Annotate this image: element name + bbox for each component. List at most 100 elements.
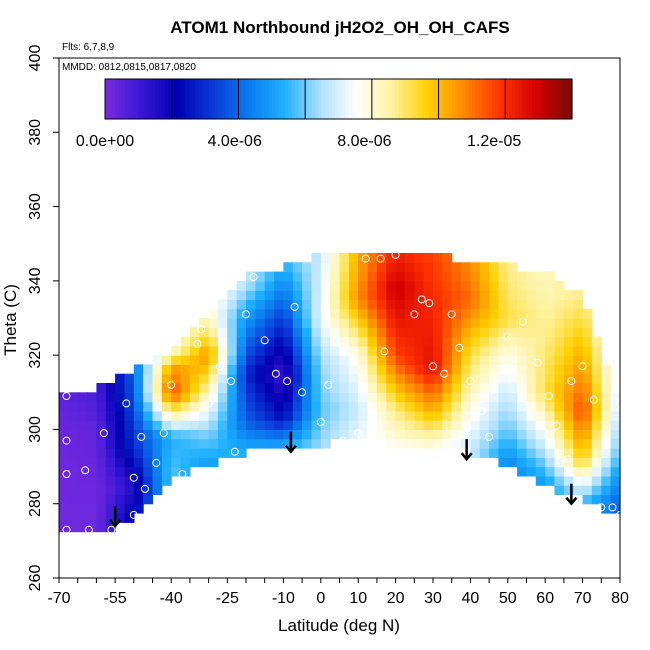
heatmap-cell [311,401,322,412]
colorbar-segment [115,79,119,119]
heatmap-cell [87,392,97,403]
heatmap-cell [386,420,397,430]
heatmap-cell [105,383,116,393]
sample-point [141,484,149,493]
heatmap-cell [330,271,341,282]
heatmap-cell [264,271,275,282]
colorbar-segment [208,79,213,119]
heatmap-cell [535,308,546,319]
heatmap-cell [133,475,144,486]
heatmap-cell [87,475,97,486]
heatmap-cell [348,299,359,310]
heatmap-cell [358,327,369,338]
heatmap-cell [395,308,406,319]
heatmap-cell [96,485,107,495]
heatmap-cell [236,299,247,310]
heatmap-cell [227,383,238,393]
heatmap-cell [189,420,200,430]
heatmap-cell [217,410,228,421]
heatmap-cell [498,318,509,328]
heatmap-cell [376,420,387,430]
heatmap-cell [189,327,200,338]
heatmap-cell [152,355,163,365]
heatmap-cell [470,438,481,449]
heatmap-cell [489,429,499,440]
heatmap-cell [143,448,154,458]
heatmap-cell [376,345,387,356]
heatmap-cell [358,373,369,384]
x-axis-label: Latitude (deg N) [278,616,400,635]
heatmap-cell [115,466,126,477]
x-tick-label: -10 [272,590,295,607]
heatmap-cell [601,364,612,375]
heatmap-cell [152,457,163,468]
heatmap-cell [77,448,88,458]
heatmap-cell [526,457,537,468]
heatmap-cell [330,262,341,273]
heatmap-cell [105,410,116,421]
colorbar-segment [511,79,516,119]
colorbar-segment [448,79,453,119]
colorbar-segment [241,79,246,119]
heatmap-cell [320,364,331,375]
heatmap-cell [404,336,415,347]
heatmap-cell [573,438,584,449]
heatmap-cell [498,262,509,273]
heatmap-cell [339,429,350,440]
heatmap-cell [470,392,481,403]
sample-point [533,358,542,367]
heatmap-cell [610,438,621,449]
sample-point [567,377,576,386]
heatmap-cell [227,364,238,375]
heatmap-cell [292,392,303,403]
heatmap-cell [292,318,303,328]
heatmap-cell [292,280,303,291]
x-tick-label: 10 [349,590,367,607]
colorbar-segment [531,79,536,119]
heatmap-cell [414,345,425,356]
heatmap-cell [171,457,182,468]
heatmap-cell [517,299,528,310]
heatmap-cell [115,438,126,449]
colorbar-segment [168,79,173,119]
heatmap-cell [423,420,434,430]
heatmap-cell [395,299,406,310]
heatmap-cell [479,271,490,282]
heatmap-cell [77,485,88,495]
heatmap-cell [451,280,462,291]
heatmap-cell [199,327,210,338]
colorbar-segment [435,79,440,119]
heatmap-cell [526,308,537,319]
heatmap-cell [470,299,481,310]
heatmap-cell [573,401,584,412]
heatmap-cell [115,475,126,486]
heatmap-cell [451,420,462,430]
heatmap-cell [507,392,518,403]
heatmap-cell [320,345,331,356]
heatmap-cell [236,290,247,300]
y-tick-label: 340 [27,267,44,294]
heatmap-cell [573,336,584,347]
heatmap-cell [339,364,350,375]
heatmap-cell [59,457,69,468]
heatmap-cell [591,373,602,384]
heatmap-cell [610,466,621,477]
heatmap-cell [554,392,565,403]
colorbar-segment [411,79,416,119]
sample-point [62,392,71,400]
heatmap-cell [339,383,350,393]
heatmap-cell [517,271,528,282]
heatmap-cell [423,401,434,412]
heatmap-cell [217,392,228,403]
colorbar-segment [311,79,316,119]
heatmap-cell [255,271,266,282]
colorbar-segment [141,79,146,119]
sample-point [544,392,553,400]
x-tick-label: -25 [216,590,239,607]
heatmap-cell [292,420,303,430]
heatmap-cell [395,438,406,449]
heatmap-cell [105,475,116,486]
heatmap-cell [498,271,509,282]
heatmap-cell [367,262,378,273]
heatmap-cell [320,327,331,338]
